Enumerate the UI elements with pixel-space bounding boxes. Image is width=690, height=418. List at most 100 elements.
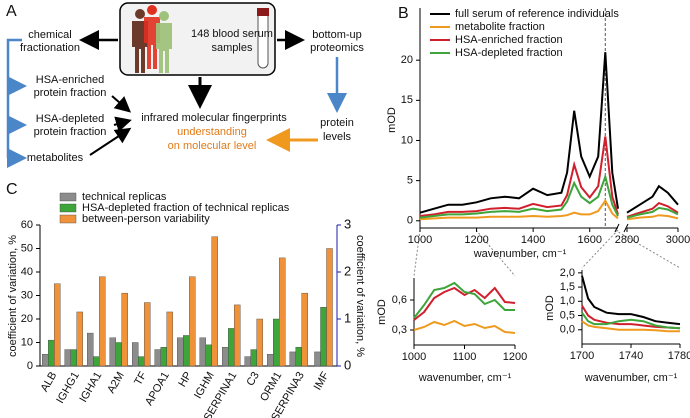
bracket bbox=[6, 38, 22, 158]
arrow bbox=[111, 95, 132, 113]
y-tick-label: 0 bbox=[407, 215, 413, 227]
bar bbox=[279, 257, 286, 367]
node-text: 148 blood serum bbox=[191, 28, 273, 40]
arrow bbox=[89, 127, 132, 156]
node-text: understanding bbox=[177, 126, 247, 138]
bar bbox=[320, 307, 327, 367]
x-tick-label: 1700 bbox=[570, 350, 594, 362]
node-text: HSA-enriched bbox=[36, 74, 104, 86]
series-line bbox=[413, 319, 516, 334]
bar bbox=[109, 337, 116, 367]
bar bbox=[326, 248, 333, 367]
bar bbox=[115, 342, 122, 367]
x-tick-label: 1200 bbox=[464, 234, 488, 246]
legend-label: HSA-depleted fraction bbox=[455, 47, 563, 59]
y-tick-label: 0 bbox=[27, 360, 33, 372]
bar bbox=[132, 342, 139, 367]
series-line bbox=[413, 281, 515, 319]
node-text: chemical bbox=[28, 29, 71, 41]
y-tick-label: 10 bbox=[21, 336, 33, 348]
legend-label: full serum of reference individuals bbox=[455, 8, 619, 20]
bar bbox=[70, 349, 77, 367]
bar bbox=[144, 302, 151, 367]
bar bbox=[211, 236, 218, 367]
y2-tick-label: 2 bbox=[344, 263, 351, 278]
x-tick-label: IGHA1 bbox=[77, 370, 104, 405]
tube-icon bbox=[257, 8, 269, 69]
x-tick-label: 1000 bbox=[408, 234, 432, 246]
bar bbox=[48, 339, 55, 367]
series-line bbox=[413, 286, 516, 321]
node-text: protein fraction bbox=[34, 87, 107, 99]
y2-tick-label: 1 bbox=[344, 310, 351, 325]
y-tick-label: 0,3 bbox=[392, 324, 407, 336]
y-tick-label: 40 bbox=[21, 266, 33, 278]
bar bbox=[154, 349, 161, 367]
x-tick-label: 1400 bbox=[521, 234, 545, 246]
bar bbox=[250, 349, 257, 367]
bar bbox=[42, 354, 49, 367]
bar bbox=[138, 356, 145, 367]
x-axis-label: wavenumber, cm⁻¹ bbox=[473, 248, 567, 260]
bar bbox=[64, 349, 71, 367]
x-tick-label: C3 bbox=[244, 370, 261, 388]
x-axis-label: wavenumber, cm⁻¹ bbox=[584, 372, 678, 384]
legend-label: HSA-enriched fraction bbox=[455, 34, 563, 46]
bar bbox=[99, 276, 106, 367]
bar bbox=[301, 292, 308, 367]
bar bbox=[205, 344, 212, 367]
y-tick-label: 20 bbox=[401, 54, 413, 66]
bar bbox=[273, 318, 280, 367]
x-tick-label: 2800 bbox=[615, 234, 639, 246]
node-text: protein fraction bbox=[34, 126, 107, 138]
bar bbox=[199, 337, 206, 367]
x-tick-label: ALB bbox=[39, 370, 60, 394]
bar bbox=[228, 328, 235, 367]
bar bbox=[87, 332, 94, 367]
series-line bbox=[581, 275, 681, 326]
y-tick-label: 0,6 bbox=[392, 294, 407, 306]
node-text: samples bbox=[212, 42, 253, 54]
y2-tick-label: 3 bbox=[344, 216, 351, 231]
bar bbox=[244, 356, 251, 367]
legend-swatch bbox=[59, 203, 77, 213]
series-line bbox=[581, 312, 681, 330]
y-tick-label: 15 bbox=[401, 94, 413, 106]
bar bbox=[93, 356, 100, 367]
node-text: on molecular level bbox=[168, 140, 257, 152]
y-axis-label: coefficient of variation, % bbox=[7, 235, 19, 357]
series-line bbox=[419, 198, 679, 221]
x-tick-label: 1100 bbox=[453, 351, 477, 363]
x-tick-label: 3000 bbox=[666, 234, 690, 246]
node-text: fractionation bbox=[20, 42, 80, 54]
bar bbox=[222, 347, 229, 367]
x-axis-label: wavenumber, cm⁻¹ bbox=[418, 372, 512, 384]
x-tick-label: IMF bbox=[312, 370, 332, 393]
legend-label: HSA-depleted fraction of technical repli… bbox=[82, 202, 290, 214]
x-tick-label: TF bbox=[132, 370, 149, 388]
y-tick-label: 60 bbox=[21, 219, 33, 231]
y-tick-label: 1,5 bbox=[560, 281, 575, 293]
y-tick-label: 5 bbox=[407, 175, 413, 187]
node-text: protein bbox=[320, 117, 354, 129]
x-tick-label: 1600 bbox=[577, 234, 601, 246]
legend-swatch bbox=[59, 214, 77, 224]
legend-label: technical replicas bbox=[82, 191, 167, 203]
y-axis-label: mOD bbox=[386, 107, 398, 133]
bar bbox=[189, 276, 196, 367]
bar bbox=[166, 311, 173, 367]
arrow bbox=[113, 116, 132, 132]
panel-label: A bbox=[6, 3, 17, 20]
bar bbox=[295, 347, 302, 367]
y-axis-label: mOD bbox=[376, 299, 388, 325]
bar bbox=[54, 283, 61, 367]
x-tick-label: 1780 bbox=[668, 350, 690, 362]
node-text: HSA-depleted bbox=[36, 113, 105, 125]
x-tick-label: 1000 bbox=[402, 351, 426, 363]
node-text: infrared molecular fingerprints bbox=[141, 112, 287, 124]
y-axis-label: mOD bbox=[544, 295, 556, 321]
legend-swatch bbox=[59, 192, 77, 202]
axis-break bbox=[614, 223, 629, 233]
bar bbox=[289, 351, 296, 367]
